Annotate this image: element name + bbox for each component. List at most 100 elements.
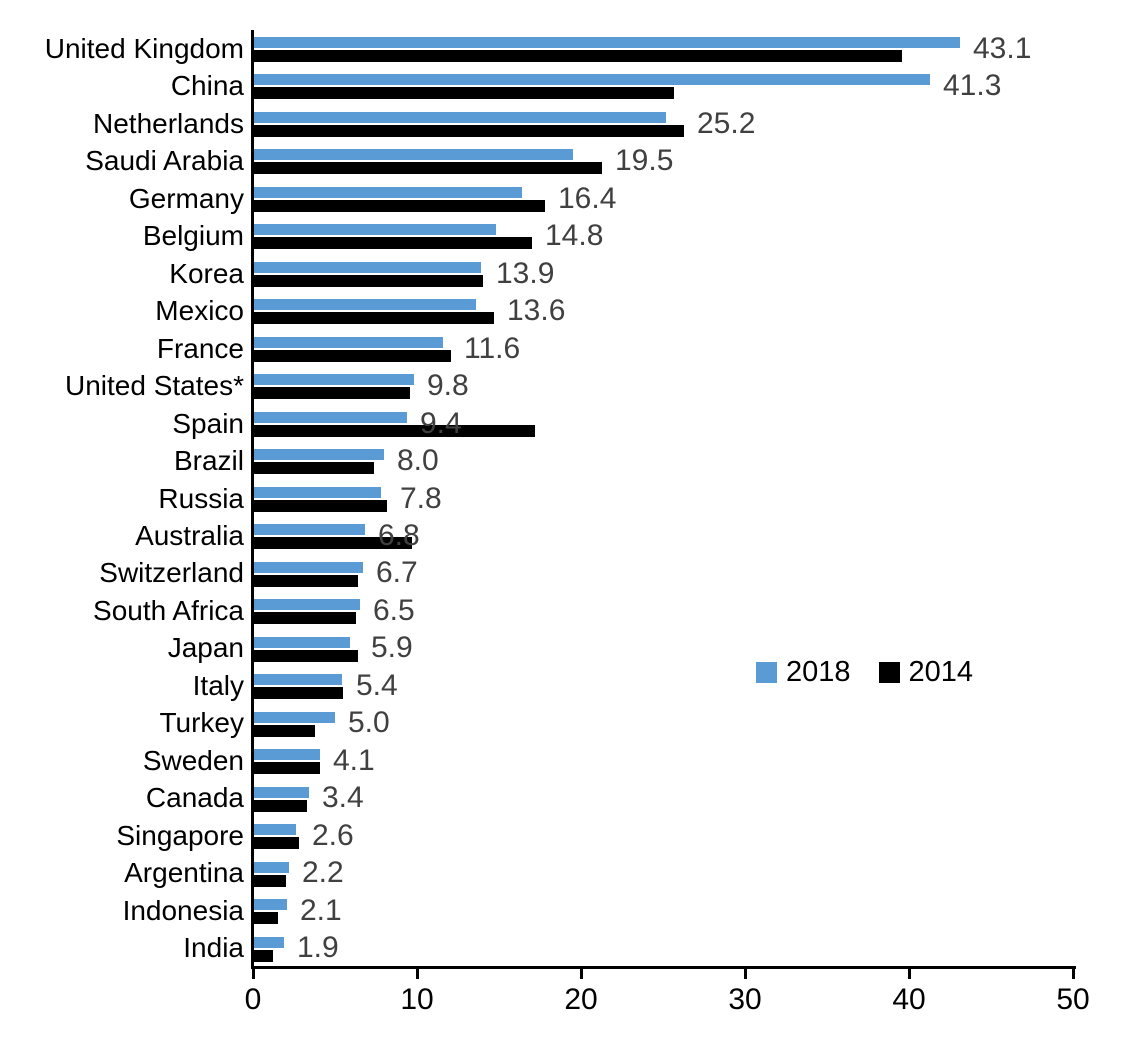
bar-2018	[253, 224, 496, 236]
category-label: Netherlands	[93, 107, 244, 139]
bar-2014	[253, 274, 483, 287]
value-label: 13.9	[496, 256, 555, 290]
bar-2014	[253, 612, 356, 625]
bar-2018	[253, 674, 342, 686]
bar-2014	[253, 162, 602, 175]
category-label: Canada	[145, 782, 244, 814]
legend-label-2018: 2018	[786, 656, 851, 688]
category-label: Mexico	[155, 295, 244, 327]
x-tick	[744, 969, 747, 979]
bar-2014	[253, 837, 299, 850]
bar-2018	[253, 486, 381, 498]
legend-label-2014: 2014	[908, 656, 974, 688]
x-tick	[416, 969, 419, 979]
category-label: Turkey	[159, 707, 244, 739]
value-label: 1.9	[297, 931, 339, 965]
value-label: 16.4	[558, 181, 617, 215]
category-label: Sweden	[142, 744, 244, 776]
bar-2014	[253, 912, 278, 925]
category-label: India	[183, 932, 244, 964]
category-label: France	[156, 332, 244, 364]
x-tick	[1072, 969, 1075, 979]
x-tick-label: 50	[1056, 983, 1090, 1016]
bar-2018	[253, 111, 666, 123]
value-label: 5.0	[348, 706, 390, 740]
bar-2014	[253, 949, 273, 962]
category-label: Brazil	[173, 445, 244, 477]
bar-2014	[253, 387, 410, 400]
bar-2018	[253, 411, 407, 423]
bar-2018	[253, 336, 443, 348]
bar-2014	[253, 574, 358, 587]
legend: 2018 2014	[756, 656, 973, 689]
bar-2018	[253, 599, 360, 611]
bar-2014	[253, 237, 532, 250]
bar-2018	[253, 37, 960, 48]
x-axis	[251, 966, 1076, 969]
category-label: Argentina	[124, 857, 244, 889]
bar-2014	[253, 199, 545, 212]
value-label: 2.2	[302, 856, 344, 890]
value-label: 25.2	[697, 106, 756, 140]
value-label: 2.1	[300, 893, 342, 927]
value-label: 6.5	[373, 593, 415, 627]
legend-item-2014: 2014	[878, 656, 974, 689]
value-label: 41.3	[943, 69, 1002, 103]
value-label: 4.1	[333, 743, 375, 777]
value-label: 6.8	[378, 518, 420, 552]
bar-2018	[253, 749, 320, 761]
bar-2018	[253, 561, 363, 573]
category-label: Belgium	[142, 220, 244, 252]
bar-2014	[253, 124, 684, 137]
category-label: United States*	[65, 370, 244, 402]
x-tick-label: 20	[564, 983, 598, 1016]
x-tick	[580, 969, 583, 979]
bar-2018	[253, 261, 481, 273]
value-label: 6.7	[376, 556, 418, 590]
bar-2014	[253, 687, 343, 700]
category-label: Italy	[192, 669, 244, 701]
x-tick-label: 10	[400, 983, 434, 1016]
legend-swatch-2014-icon	[878, 662, 900, 683]
bar-2014	[253, 462, 374, 475]
value-label: 11.6	[464, 331, 521, 365]
category-label: South Africa	[93, 594, 244, 626]
value-label: 5.4	[356, 668, 398, 702]
bar-2018	[253, 786, 309, 798]
bar-2018	[253, 524, 365, 536]
value-label: 5.9	[371, 631, 413, 665]
value-label: 13.6	[507, 294, 566, 328]
bar-2014	[253, 762, 320, 775]
x-tick	[908, 969, 911, 979]
bar-2018	[253, 299, 476, 311]
bar-2014	[253, 349, 451, 362]
bar-2014	[253, 537, 412, 550]
bar-2018	[253, 374, 414, 386]
bar-2018	[253, 711, 335, 723]
category-label: Saudi Arabia	[85, 145, 244, 177]
legend-item-2018: 2018	[756, 656, 851, 689]
bar-2018	[253, 449, 384, 461]
x-tick-label: 40	[892, 983, 926, 1016]
bar-2014	[253, 50, 902, 62]
legend-swatch-2018-icon	[756, 662, 777, 683]
bar-2014	[253, 649, 358, 662]
category-label: Switzerland	[99, 557, 244, 589]
value-label: 7.8	[400, 481, 442, 515]
bar-2018	[253, 186, 522, 198]
bar-2018	[253, 636, 350, 648]
category-label: Korea	[169, 257, 244, 289]
bar-2018	[253, 149, 573, 161]
value-label: 9.4	[420, 406, 462, 440]
value-label: 2.6	[312, 818, 354, 852]
category-label: Australia	[135, 519, 244, 551]
bar-2014	[253, 499, 387, 512]
value-label: 43.1	[973, 31, 1032, 65]
category-label: Germany	[128, 182, 244, 214]
bar-2018	[253, 861, 289, 873]
category-label: Japan	[167, 632, 244, 664]
bar-2018	[253, 824, 296, 836]
value-label: 3.4	[322, 781, 364, 815]
